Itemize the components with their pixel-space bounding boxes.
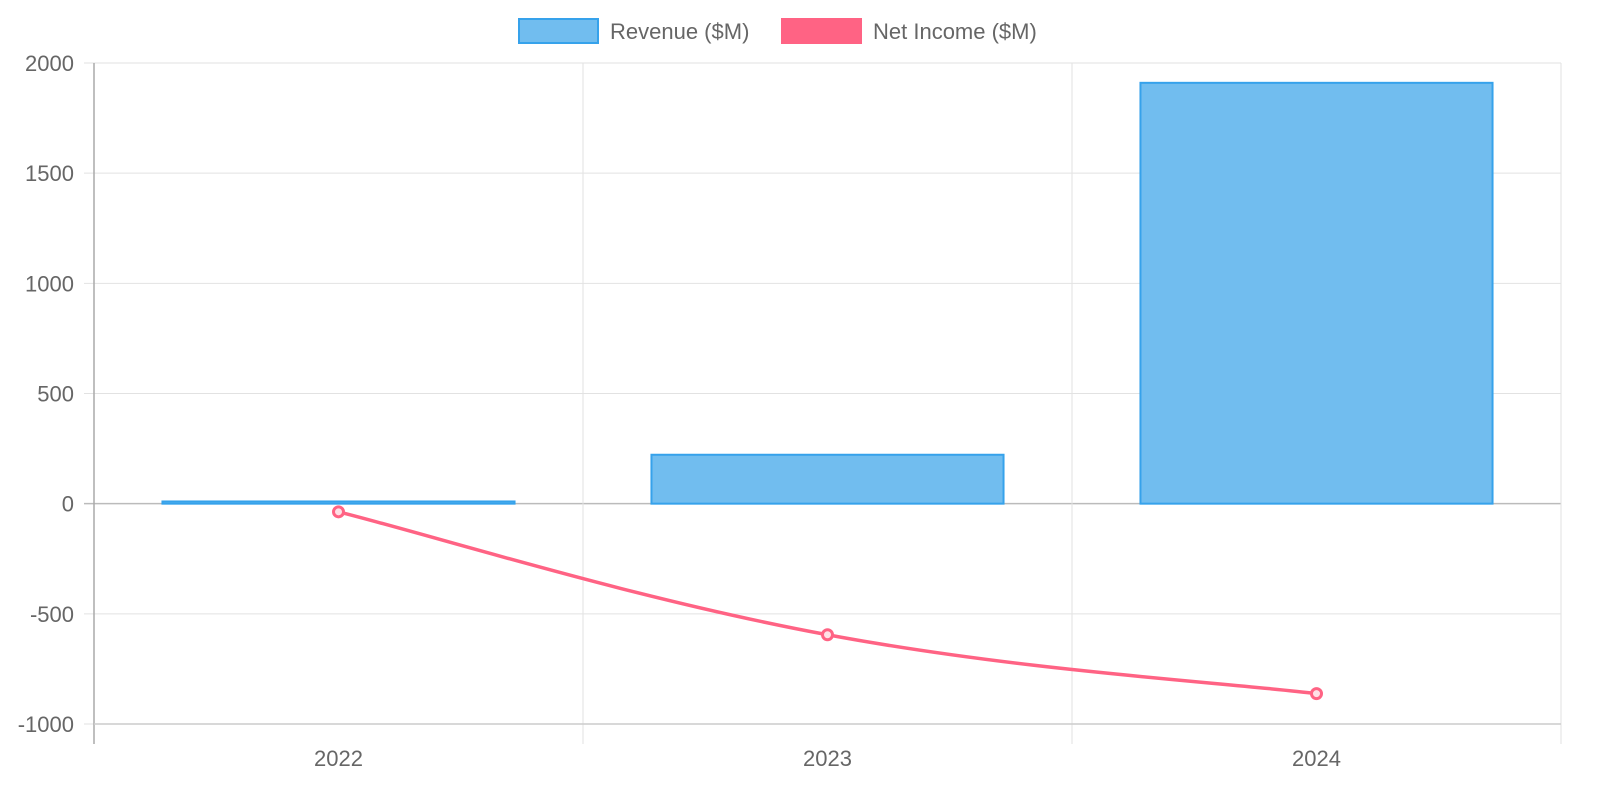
y-tick-label: 1500 [25,161,74,186]
legend-label-revenue: Revenue ($M) [610,19,749,44]
y-tick-label: 500 [37,382,74,407]
bars [161,81,1494,505]
bar-revenue-2022 [161,500,516,505]
point-net-income-2023 [821,628,834,642]
y-tick-label: -1000 [18,712,74,737]
net-income-line [338,510,1317,696]
axis-labels: 2000 1500 1000 500 0 -500 -1000 2022 2023 2024 [18,51,1341,771]
x-tick-label: 2022 [314,746,363,771]
point-net-income-2024 [1310,687,1323,701]
legend-swatch-net-income [781,18,862,44]
y-tick-label: 1000 [25,271,74,296]
y-tick-label: -500 [30,602,74,627]
point-net-income-2022 [332,505,345,519]
legend[interactable]: Revenue ($M) Net Income ($M) [518,18,1037,44]
line-series [332,505,1323,701]
x-tick-label: 2024 [1292,746,1341,771]
y-tick-label: 0 [62,492,74,517]
legend-swatch-revenue [518,18,599,44]
bar-revenue-2023 [650,453,1005,505]
bar-revenue-2024 [1139,81,1494,505]
legend-label-net-income: Net Income ($M) [873,19,1037,44]
y-tick-label: 2000 [25,51,74,76]
x-tick-label: 2023 [803,746,852,771]
